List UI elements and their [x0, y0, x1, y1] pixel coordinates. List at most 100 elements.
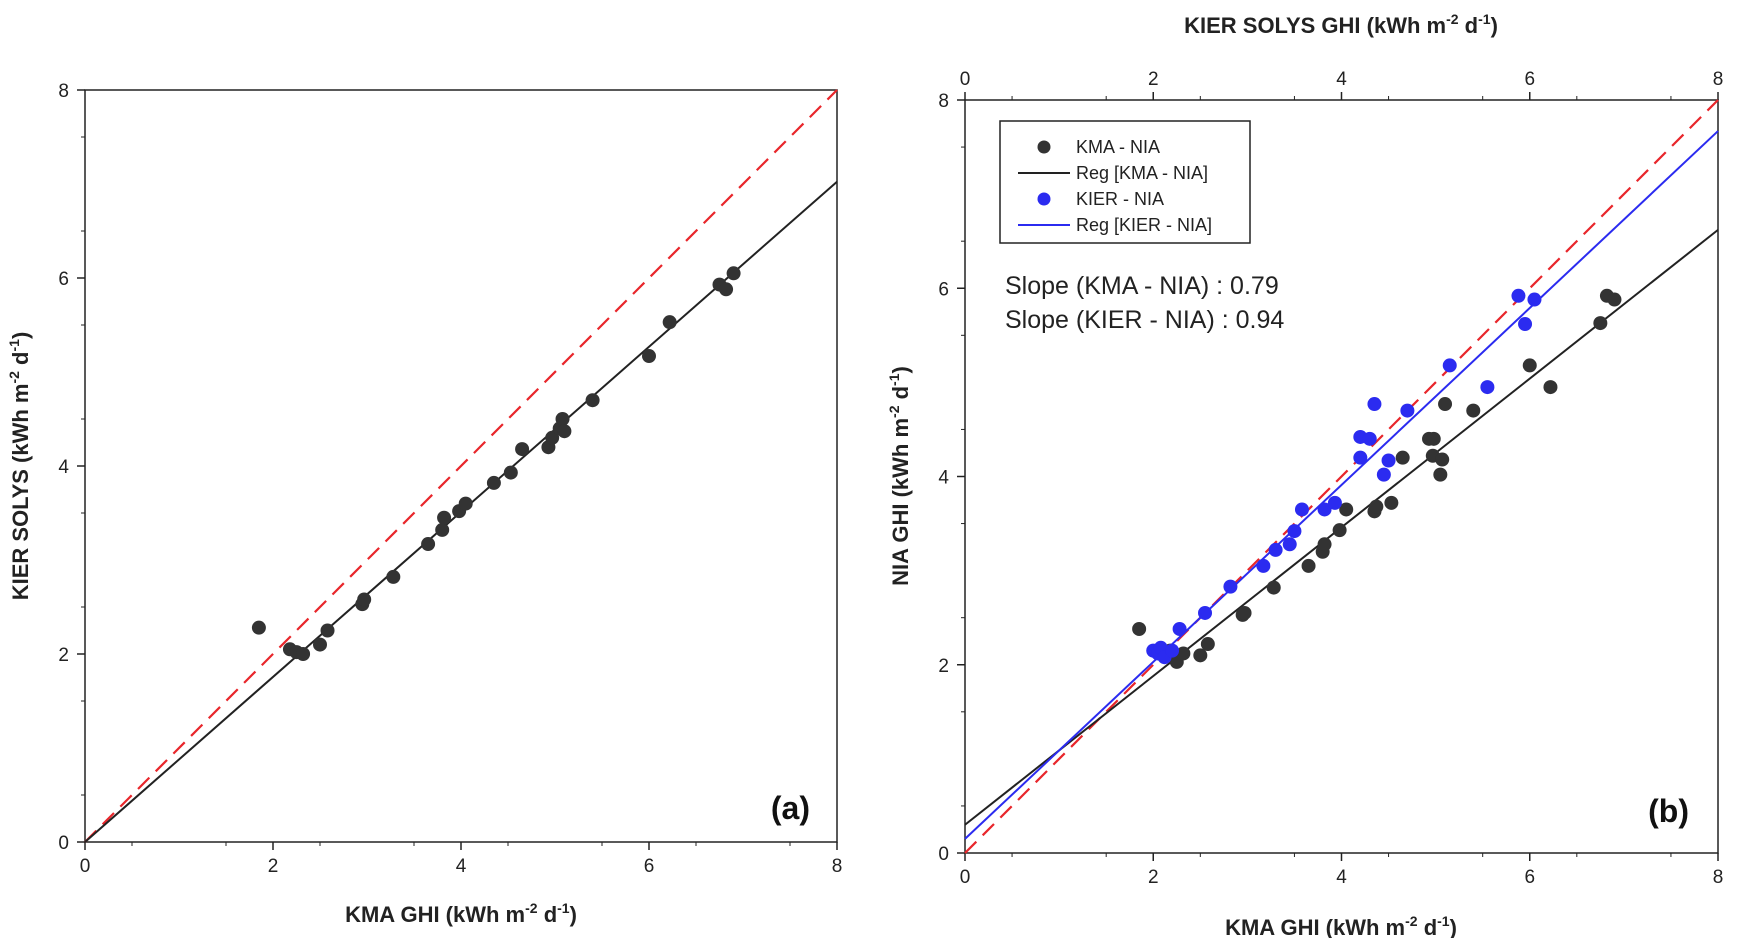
top-x-tick-label: 2	[1148, 69, 1159, 90]
data-point	[1395, 450, 1410, 465]
y-tick-label: 0	[938, 844, 949, 865]
data-point	[1480, 380, 1495, 395]
x-tick-label: 6	[644, 856, 655, 877]
data-point	[1339, 502, 1354, 517]
data-point	[386, 569, 401, 584]
panel-b-label: (b)	[1648, 793, 1689, 829]
data-point	[545, 430, 560, 445]
data-point	[486, 475, 501, 490]
one-to-one-line	[964, 99, 1719, 854]
top-x-tick-label: 8	[1713, 69, 1724, 90]
data-point	[662, 315, 677, 330]
legend-label-kma-nia: KMA - NIA	[1076, 137, 1160, 157]
y-tick-label: 8	[58, 81, 69, 102]
legend-label-reg-kier-nia: Reg [KIER - NIA]	[1076, 215, 1212, 235]
x-tick-label: 0	[80, 856, 91, 877]
data-point	[1511, 288, 1526, 303]
one-to-one-line	[84, 89, 838, 843]
legend-label-reg-kma-nia: Reg [KMA - NIA]	[1076, 163, 1208, 183]
panel-a-reference-line	[84, 89, 838, 843]
y-tick-label: 6	[938, 279, 949, 300]
x-tick-label: 8	[1713, 867, 1724, 888]
data-point	[1165, 643, 1180, 658]
data-point	[1317, 502, 1332, 517]
data-point	[1282, 537, 1297, 552]
data-point	[1332, 523, 1347, 538]
data-point	[1317, 537, 1332, 552]
data-point	[585, 393, 600, 408]
data-point	[503, 465, 518, 480]
panel-b-points	[1132, 288, 1622, 669]
y-tick-label: 6	[58, 269, 69, 290]
data-point	[435, 522, 450, 537]
data-point	[1466, 403, 1481, 418]
regression-line	[964, 130, 1719, 840]
y-tick-label: 2	[938, 656, 949, 677]
panel-a: 0 2 4 6 8 0 2 4 6 8 KMA GHI (kWh m-2 d-1) KIER SO…	[6, 81, 842, 927]
data-point	[458, 496, 473, 511]
data-point	[1223, 579, 1238, 594]
y-tick-label: 8	[938, 91, 949, 112]
data-point	[1327, 495, 1342, 510]
x-tick-label: 6	[1524, 867, 1535, 888]
data-point	[1369, 499, 1384, 514]
panel-a-label: (a)	[771, 790, 810, 826]
slope-annotation-kma-nia: Slope (KMA - NIA) : 0.79	[1005, 272, 1279, 300]
x-tick-label: 2	[1148, 867, 1159, 888]
legend-label-kier-nia: KIER - NIA	[1076, 189, 1164, 209]
y-tick-label: 0	[58, 833, 69, 854]
y-tick-label: 4	[938, 468, 949, 489]
data-point	[421, 537, 436, 552]
data-point	[1353, 450, 1368, 465]
data-point	[1442, 358, 1457, 373]
x-tick-label: 4	[456, 856, 467, 877]
data-point	[251, 620, 266, 635]
data-point	[1518, 317, 1533, 332]
panel-b-y-axis-title: NIA GHI (kWh m-2 d-1)	[886, 366, 913, 586]
data-point	[1268, 542, 1283, 557]
data-point	[1400, 403, 1415, 418]
data-point	[1237, 605, 1252, 620]
legend-marker-kier-nia	[1037, 192, 1051, 206]
y-tick-label: 4	[58, 457, 69, 478]
data-point	[642, 349, 656, 364]
data-point	[1172, 621, 1187, 636]
data-point	[1527, 292, 1542, 307]
data-point	[1301, 558, 1316, 573]
data-point	[1198, 605, 1213, 620]
top-x-tick-label: 0	[960, 69, 971, 90]
data-point	[437, 510, 452, 525]
data-point	[296, 647, 311, 661]
x-tick-label: 4	[1336, 867, 1347, 888]
slope-annotation-kier-nia: Slope (KIER - NIA) : 0.94	[1005, 306, 1284, 334]
data-point	[1593, 316, 1608, 331]
data-point	[357, 592, 372, 607]
data-point	[1287, 524, 1302, 539]
data-point	[1266, 580, 1281, 595]
data-point	[1384, 495, 1399, 510]
panel-a-ticks: 0 2 4 6 8 0 2 4 6 8	[58, 81, 842, 877]
data-point	[1362, 431, 1377, 446]
data-point	[1607, 292, 1622, 307]
data-point	[1294, 502, 1309, 517]
panel-b-x-axis-title: KMA GHI (kWh m-2 d-1)	[1225, 913, 1457, 938]
data-point	[1543, 380, 1558, 395]
data-point	[1376, 467, 1391, 482]
data-point	[1438, 397, 1453, 412]
panel-b-top-x-axis-title: KIER SOLYS GHI (kWh m-2 d-1)	[1184, 11, 1498, 38]
data-point	[515, 442, 530, 457]
legend-marker-kma-nia	[1037, 140, 1051, 154]
panel-b-legend: KMA - NIA Reg [KMA - NIA] KIER - NIA Reg…	[999, 120, 1251, 244]
data-point	[1426, 431, 1441, 446]
data-point	[719, 282, 734, 297]
data-point	[1381, 453, 1396, 468]
panel-b-reference-line	[964, 99, 1719, 854]
data-point	[1256, 558, 1271, 573]
y-tick-label: 2	[58, 645, 69, 666]
x-tick-label: 8	[832, 856, 843, 877]
data-point	[1435, 452, 1450, 467]
data-point	[1433, 467, 1448, 482]
